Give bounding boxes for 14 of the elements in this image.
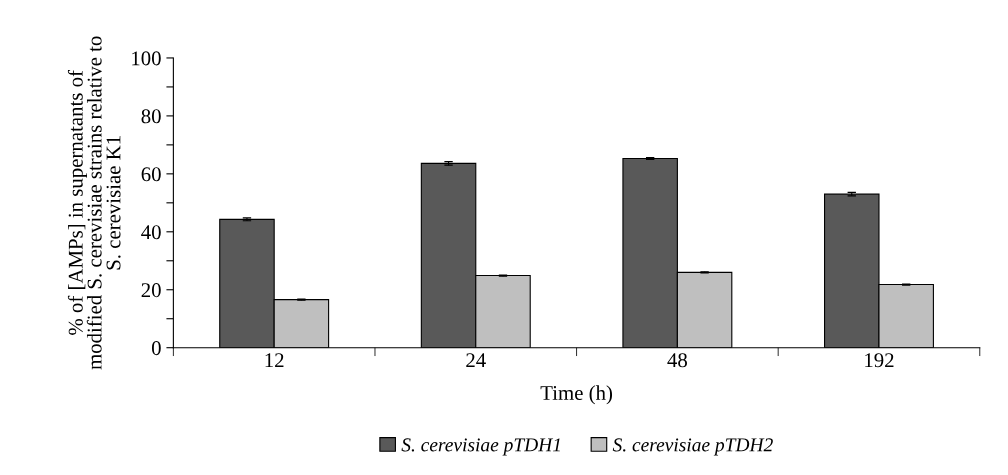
y-tick-label: 0 (151, 341, 161, 356)
x-tick-label: 12 (265, 353, 284, 368)
y-tick-label: 100 (132, 51, 161, 66)
legend-label: S. cerevisiae pTDH2 (612, 438, 773, 456)
x-tick-label: 192 (865, 353, 894, 368)
y-tick-label: 40 (141, 225, 161, 240)
legend-label: S. cerevisiae pTDH1 (401, 438, 560, 456)
x-tick-label: 48 (667, 353, 687, 368)
y-tick-label: 60 (141, 167, 161, 182)
y-tick-label: 20 (141, 283, 161, 298)
x-axis-title: Time (h) (540, 385, 613, 405)
y-axis-title: % of [AMPs] in supernatants of modified S. cerevisiae strains relative to S. cerevisiae K1 (67, 36, 121, 370)
y-tick-label: 80 (141, 109, 161, 124)
x-tick-label: 24 (466, 353, 486, 368)
